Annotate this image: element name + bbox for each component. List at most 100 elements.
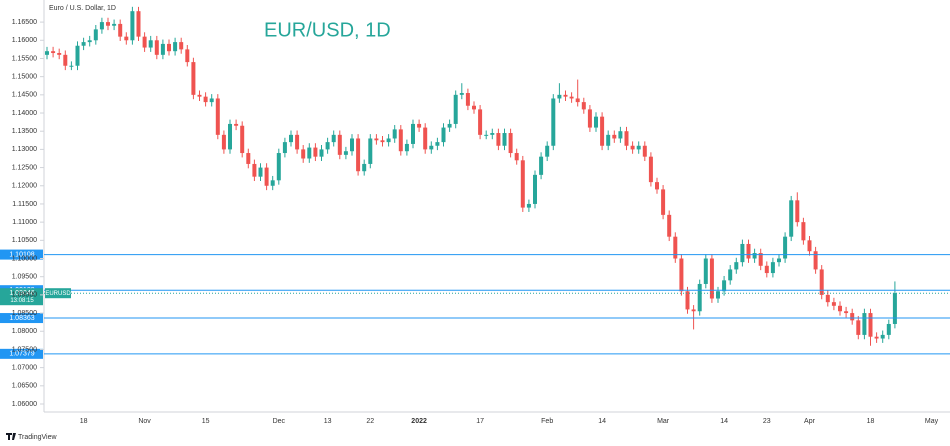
x-tick-label: 14: [598, 418, 606, 425]
candle-body: [862, 313, 867, 335]
candle-body: [197, 94, 202, 97]
y-tick-label: 1.16000: [12, 37, 37, 44]
chart-header: Euro / U.S. Dollar, 1D: [49, 5, 116, 12]
overlay: 1.101081.091291.083631.073791.0904613:08…: [0, 249, 950, 359]
candle-body: [136, 11, 141, 37]
candle-body: [167, 43, 171, 52]
candle-body: [215, 98, 220, 135]
candle-body: [368, 138, 373, 164]
y-tick-label: 1.14000: [12, 110, 37, 117]
candle-body: [533, 174, 537, 204]
candle-body: [240, 125, 245, 154]
candle-body: [417, 123, 422, 128]
candle-body: [618, 131, 623, 139]
candle-body: [740, 243, 745, 263]
candle-body: [270, 180, 275, 186]
candle-body: [392, 129, 397, 139]
candle-body: [770, 262, 775, 274]
candle-body: [514, 153, 519, 161]
candle-body: [716, 291, 720, 299]
x-tick-label: Nov: [138, 418, 151, 425]
candle-body: [380, 140, 385, 143]
candle-body: [45, 51, 49, 55]
candle-body: [112, 23, 117, 26]
candle-body: [179, 42, 184, 50]
candle-body: [594, 116, 598, 128]
candle-body: [661, 189, 666, 215]
level-label: 1.10108: [9, 251, 34, 258]
candle-body: [734, 262, 739, 270]
candle-body: [490, 133, 495, 135]
candle-body: [404, 143, 409, 152]
candle-body: [374, 138, 379, 141]
candle-body: [118, 23, 123, 37]
candle-body: [93, 29, 98, 41]
candle-body: [655, 182, 659, 190]
plot-area: [45, 6, 897, 346]
current-price-tag: [0, 288, 43, 306]
candle-body: [831, 302, 836, 306]
y-tick-label: 1.12000: [12, 183, 37, 190]
candle-body: [892, 293, 897, 324]
candle-body: [191, 62, 196, 95]
candle-body: [51, 51, 56, 54]
candle-body: [465, 93, 470, 106]
candle-body: [630, 145, 635, 150]
candle-body: [825, 294, 830, 303]
candle-body: [728, 269, 733, 281]
candle-body: [435, 142, 440, 146]
candle-body: [472, 105, 476, 110]
candle-body: [612, 134, 617, 139]
x-tick-label: 18: [80, 418, 88, 425]
candle-body: [508, 133, 513, 154]
candle-body: [453, 94, 458, 124]
candle-body: [362, 163, 367, 172]
y-tick-label: 1.14500: [12, 92, 37, 99]
candle-body: [258, 167, 263, 177]
candle-body: [57, 53, 62, 55]
x-tick-label: 23: [763, 418, 771, 425]
candle-body: [350, 138, 354, 152]
candle-body: [301, 149, 306, 159]
x-tick-label: 2022: [411, 418, 427, 425]
candle-body: [295, 134, 300, 150]
candle-body: [502, 133, 507, 146]
candle-body: [801, 222, 806, 241]
y-tick-label: 1.13000: [12, 146, 37, 153]
candle-body: [106, 22, 110, 26]
y-tick-label: 1.16500: [12, 19, 37, 26]
candle-body: [777, 258, 781, 263]
candle-body: [575, 98, 580, 103]
x-tick-label: 22: [366, 418, 374, 425]
candle-body: [411, 123, 415, 144]
x-tick-label: 13: [324, 418, 332, 425]
candle-body: [313, 147, 318, 157]
candle-body: [697, 283, 702, 312]
y-tick-label: 1.15500: [12, 55, 37, 62]
candle-body: [795, 200, 800, 223]
candle-body: [868, 313, 873, 337]
candle-body: [87, 40, 92, 43]
candle-body: [289, 134, 293, 143]
y-tick-label: 1.08500: [12, 310, 37, 317]
candle-body: [282, 142, 287, 154]
symbol-label: EURUSD: [45, 291, 71, 297]
candle-body: [441, 127, 446, 143]
candle-body: [520, 160, 525, 208]
candle-body: [764, 265, 769, 274]
candle-body: [783, 236, 788, 259]
y-tick-label: 1.11500: [12, 201, 37, 208]
brand-logo: [6, 433, 16, 440]
candle-body: [496, 133, 501, 146]
candle-body: [642, 145, 647, 157]
candle-body: [99, 22, 104, 30]
chart-title: EUR/USD, 1D: [264, 19, 391, 41]
current-price-label: 1.09046: [9, 290, 34, 297]
y-tick-label: 1.11000: [12, 219, 37, 226]
candle-body: [423, 127, 428, 150]
candle-body: [81, 42, 86, 46]
candle-body: [246, 153, 251, 164]
y-tick-label: 1.09500: [12, 274, 37, 281]
candle-body: [252, 163, 257, 177]
